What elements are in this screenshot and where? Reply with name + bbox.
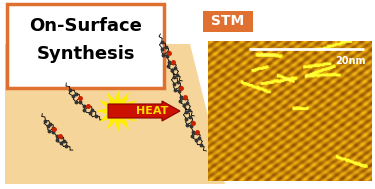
Text: HEAT: HEAT (136, 106, 168, 116)
Text: Synthesis: Synthesis (37, 45, 135, 63)
Polygon shape (96, 89, 140, 133)
Text: On-Surface: On-Surface (30, 17, 142, 35)
Text: STM: STM (206, 14, 249, 28)
Text: Aligned: Aligned (261, 152, 321, 166)
FancyBboxPatch shape (7, 4, 164, 88)
Text: 20nm: 20nm (335, 56, 366, 66)
FancyArrow shape (108, 101, 180, 121)
Polygon shape (5, 44, 225, 184)
Text: Molecular Wires: Molecular Wires (228, 168, 354, 182)
